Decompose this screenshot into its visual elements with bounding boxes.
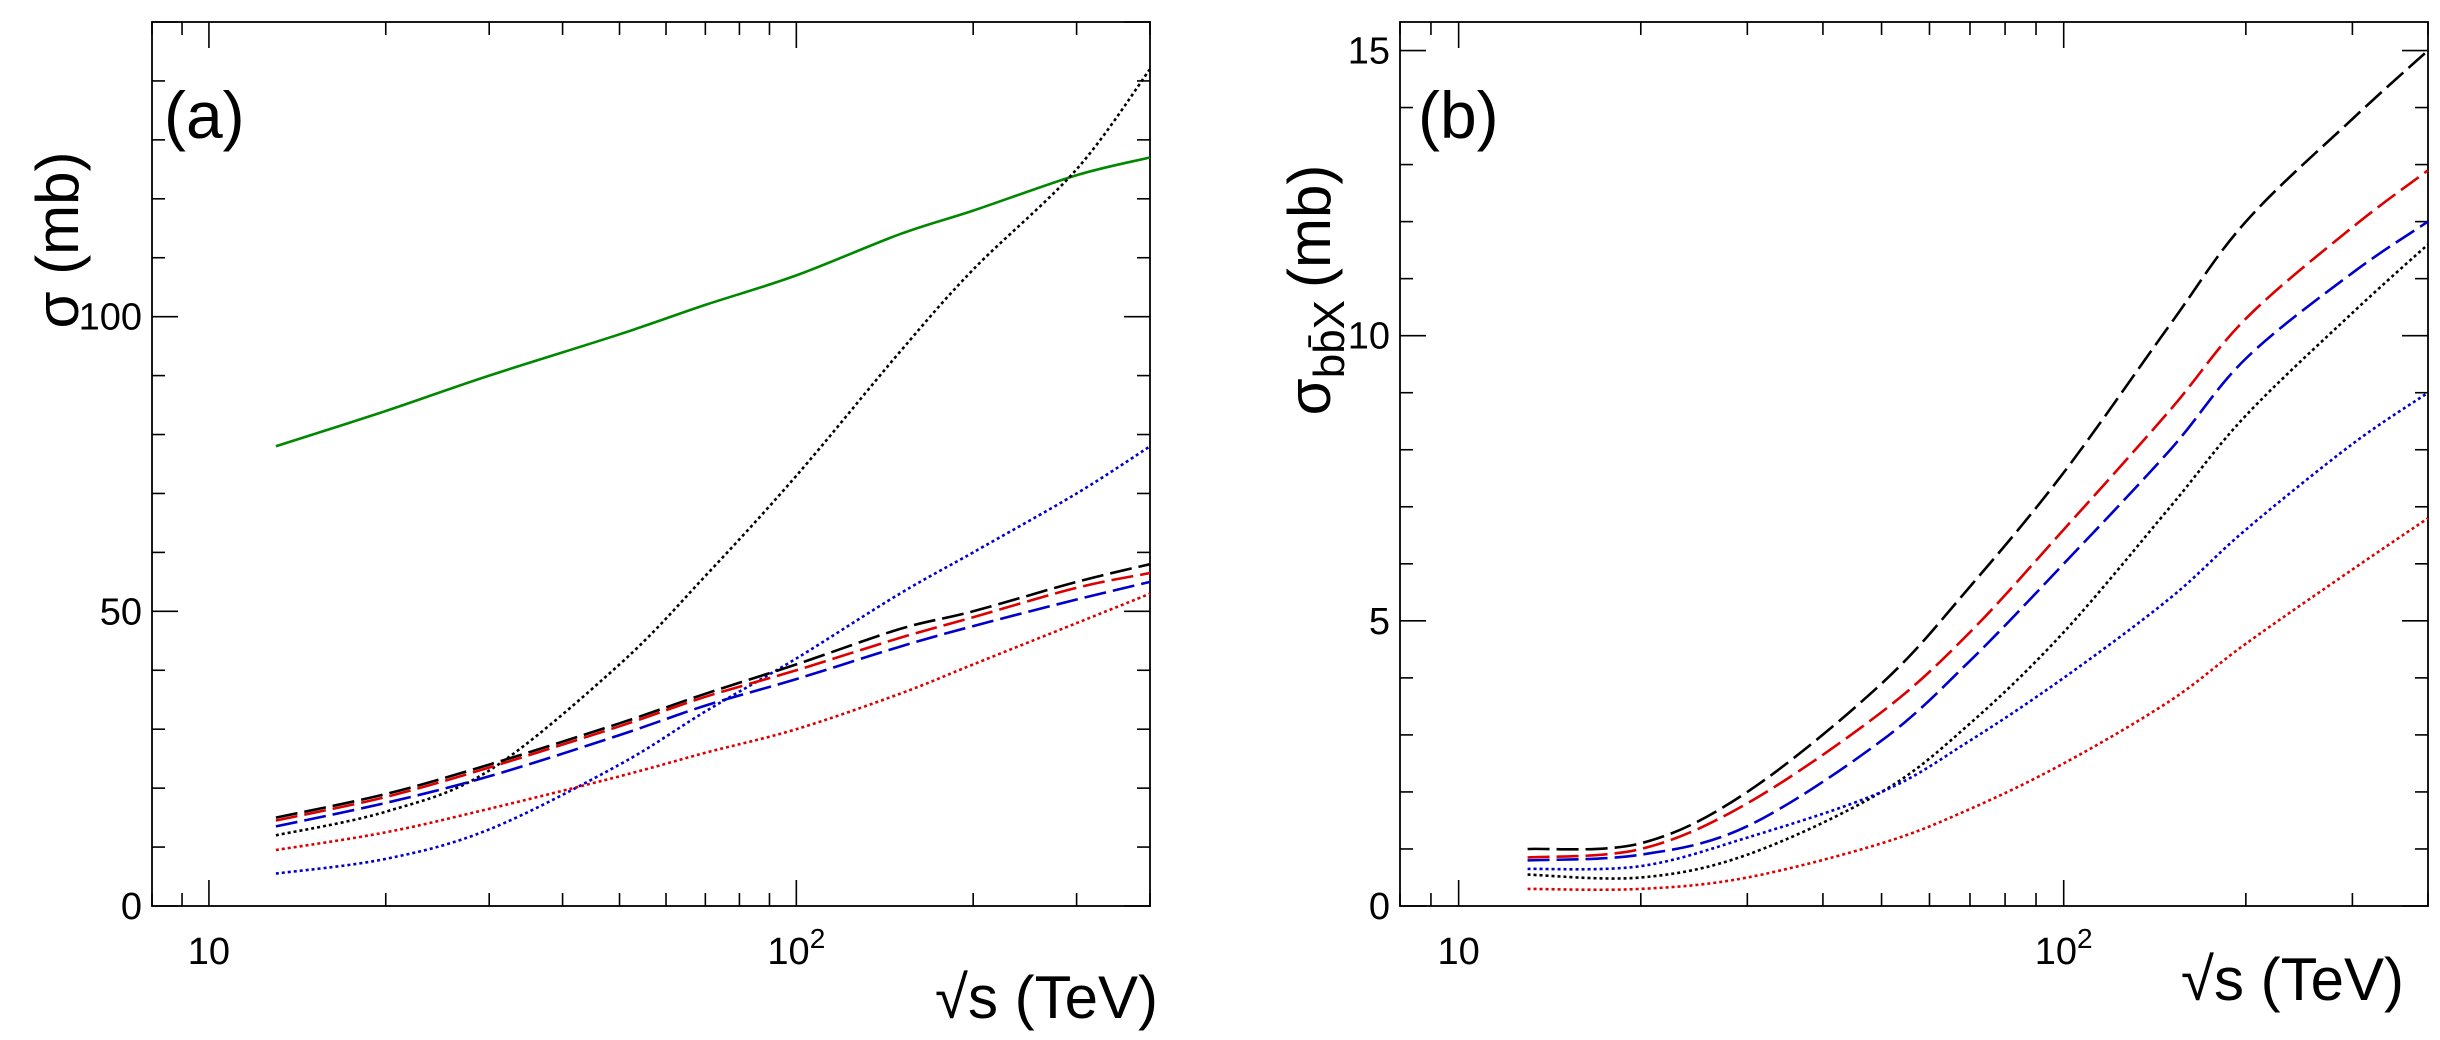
- panel-b-y-axis-label-main: σ: [1276, 378, 1343, 415]
- series-line-red-dashed: [1527, 169, 2429, 859]
- series-line-red-dotted: [275, 592, 1151, 852]
- x-tick-label: 102: [767, 923, 825, 973]
- series-line-blue-dotted-steep: [275, 445, 1151, 875]
- panel-b-frame: [1399, 21, 2429, 907]
- series-line-blue-dotted: [1527, 391, 2429, 871]
- series-line-black-dashed: [1527, 49, 2429, 851]
- panel-b-y-tick-labels: 0 5 10 15: [1348, 31, 1390, 928]
- panel-b-ticks: [1399, 22, 2429, 907]
- panel-b-label: (b): [1418, 78, 1499, 152]
- x-tick-label-exponent: 2: [810, 923, 826, 954]
- x-tick-label-base: 10: [767, 931, 809, 973]
- panel-a-ticks: [151, 21, 1151, 907]
- panel-a-x-tick-labels: 10 102: [188, 923, 825, 973]
- y-tick-label: 0: [1369, 886, 1390, 928]
- series-line-red-dotted: [1527, 517, 2429, 892]
- panel-b-curves: [1527, 49, 2429, 892]
- series-line-blue-dashed: [1527, 220, 2429, 862]
- panel-a-x-axis-label: √s (TeV): [935, 964, 1158, 1031]
- series-line-black-dotted-steep: [275, 68, 1152, 837]
- panel-b-y-axis-label-unit: (mb): [1276, 165, 1343, 288]
- x-tick-label-base: 10: [2035, 931, 2077, 973]
- y-tick-label: 50: [100, 591, 142, 633]
- panel-b-y-axis-label: σbb̄X (mb): [1276, 165, 1354, 416]
- series-line-black-dashed: [275, 562, 1151, 819]
- panel-a-y-axis-label: σ (mb): [24, 151, 91, 328]
- y-tick-label: 10: [1348, 316, 1390, 358]
- series-line-black-dotted: [1527, 243, 2429, 880]
- series-line-red-dashed: [275, 571, 1151, 822]
- panel-a-label: (a): [164, 78, 245, 152]
- panel-b-y-axis-label-sub: bb̄X: [1305, 300, 1354, 378]
- x-tick-label: 102: [2035, 923, 2093, 973]
- panel-a-frame: [151, 21, 1151, 907]
- y-tick-label: 100: [79, 297, 142, 339]
- y-tick-label: 15: [1348, 31, 1390, 73]
- x-tick-label-exponent: 2: [2077, 923, 2093, 954]
- x-tick-label: 10: [188, 931, 230, 973]
- series-line-green-solid: [275, 156, 1151, 448]
- panel-a-curves: [275, 68, 1152, 875]
- panel-b-x-axis-label: √s (TeV): [2181, 946, 2404, 1013]
- panel-b-x-tick-labels: 10 102: [1437, 923, 2092, 973]
- x-tick-label: 10: [1437, 931, 1479, 973]
- panel-a-y-tick-labels: 0 50 100: [79, 297, 142, 928]
- y-tick-label: 0: [121, 886, 142, 928]
- y-tick-label: 5: [1369, 601, 1390, 643]
- series-line-blue-dashed: [275, 580, 1151, 828]
